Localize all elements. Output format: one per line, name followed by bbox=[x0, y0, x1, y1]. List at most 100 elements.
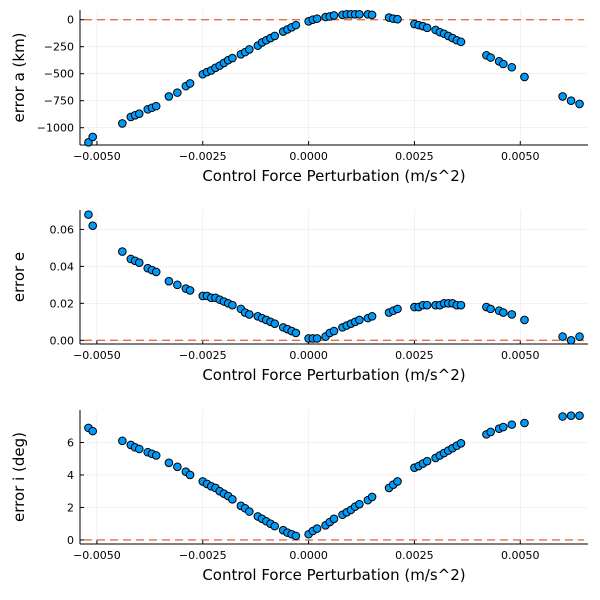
data-point bbox=[151, 101, 161, 111]
x-tick-label: −0.0050 bbox=[73, 150, 121, 163]
data-point bbox=[520, 72, 529, 82]
data-point bbox=[291, 531, 301, 541]
data-point bbox=[164, 276, 174, 286]
data-point bbox=[566, 411, 576, 420]
data-point bbox=[185, 79, 195, 88]
data-point bbox=[88, 221, 97, 231]
x-axis-title: Control Force Perturbation (m/s^2) bbox=[202, 167, 465, 185]
data-point bbox=[367, 311, 377, 321]
data-point bbox=[185, 286, 195, 295]
data-point bbox=[270, 31, 280, 41]
data-point bbox=[118, 436, 127, 446]
data-point bbox=[486, 304, 495, 314]
data-point bbox=[499, 422, 508, 432]
data-point bbox=[507, 420, 517, 429]
data-point bbox=[422, 456, 432, 466]
panel-1: −0.0050 −0.0025 0.0000 0.0025 0.0050 −1000 −75… bbox=[10, 10, 588, 185]
data-point bbox=[134, 109, 144, 118]
data-point bbox=[355, 499, 364, 509]
data-point bbox=[173, 462, 182, 472]
data-point bbox=[566, 336, 576, 345]
x-tick-label: 0.0000 bbox=[289, 549, 328, 562]
x-tick-label: 0.0000 bbox=[289, 349, 328, 362]
data-point bbox=[486, 53, 495, 62]
y-tick-label: −500 bbox=[44, 68, 74, 81]
x-tick-label: 0.0000 bbox=[289, 150, 328, 163]
data-point bbox=[245, 507, 254, 516]
x-tick-label: 0.0050 bbox=[501, 150, 540, 163]
x-tick-label: 0.0025 bbox=[395, 150, 434, 163]
data-point bbox=[367, 10, 377, 20]
data-point bbox=[228, 495, 237, 504]
data-point bbox=[228, 300, 237, 310]
x-axis-title: Control Force Perturbation (m/s^2) bbox=[202, 366, 465, 384]
y-tick-label: 2 bbox=[67, 501, 74, 514]
data-point bbox=[393, 14, 402, 24]
data-point bbox=[118, 247, 127, 256]
data-point bbox=[575, 99, 584, 109]
y-tick-label: 6 bbox=[67, 436, 74, 449]
data-point bbox=[499, 308, 508, 317]
x-tick-label: −0.0025 bbox=[179, 349, 227, 362]
y-tick-label: −750 bbox=[44, 95, 74, 108]
x-tick-label: 0.0050 bbox=[501, 349, 540, 362]
x-tick-label: −0.0050 bbox=[73, 349, 121, 362]
data-point bbox=[270, 319, 280, 328]
data-point bbox=[173, 280, 182, 290]
data-point bbox=[355, 10, 364, 19]
data-point bbox=[329, 514, 339, 524]
data-point bbox=[456, 438, 466, 448]
data-point bbox=[393, 304, 402, 314]
y-tick-label: 0 bbox=[67, 534, 74, 547]
y-tick-label: −1000 bbox=[37, 122, 74, 135]
data-point bbox=[520, 418, 529, 428]
data-point bbox=[291, 328, 301, 338]
data-point bbox=[456, 37, 466, 47]
x-tick-label: 0.0025 bbox=[395, 549, 434, 562]
data-point bbox=[367, 492, 377, 502]
data-point bbox=[520, 315, 529, 325]
data-point bbox=[84, 210, 93, 219]
data-point bbox=[245, 45, 254, 54]
data-point bbox=[329, 326, 339, 336]
data-point bbox=[88, 426, 97, 436]
data-point bbox=[456, 300, 466, 310]
data-point bbox=[312, 524, 322, 533]
data-point bbox=[291, 20, 301, 30]
y-axis-title: error i (deg) bbox=[10, 432, 28, 522]
data-point bbox=[507, 62, 517, 72]
data-point bbox=[355, 315, 364, 325]
panel-2: −0.0050 −0.0025 0.0000 0.0025 0.0050 0.00 0.02… bbox=[10, 210, 588, 384]
y-tick-label: 0.00 bbox=[50, 334, 75, 347]
data-point bbox=[164, 92, 174, 101]
y-tick-label: 0 bbox=[67, 14, 74, 27]
data-point bbox=[151, 451, 161, 460]
data-point bbox=[558, 92, 567, 101]
data-point bbox=[558, 332, 567, 341]
data-point bbox=[164, 458, 174, 468]
data-point bbox=[393, 477, 402, 486]
y-axis-title: error e bbox=[10, 252, 28, 302]
data-point bbox=[312, 14, 322, 23]
data-point bbox=[134, 444, 144, 454]
data-point bbox=[575, 332, 584, 341]
panel-3: −0.0050 −0.0025 0.0000 0.0025 0.0050 0 2 4 6 Cont… bbox=[10, 410, 588, 584]
data-point bbox=[312, 334, 322, 343]
y-axis-title: error a (km) bbox=[10, 32, 28, 122]
x-tick-label: 0.0025 bbox=[395, 349, 434, 362]
y-tick-label: 0.04 bbox=[50, 260, 75, 273]
x-tick-label: −0.0025 bbox=[179, 150, 227, 163]
y-tick-label: 0.02 bbox=[50, 297, 75, 310]
data-point bbox=[422, 300, 432, 310]
data-point bbox=[575, 411, 584, 420]
data-point bbox=[486, 427, 495, 437]
data-point bbox=[185, 470, 195, 480]
data-point bbox=[134, 258, 144, 267]
y-tick-label: −250 bbox=[44, 41, 74, 54]
data-point bbox=[329, 11, 339, 20]
data-point bbox=[245, 310, 254, 319]
x-tick-label: −0.0050 bbox=[73, 549, 121, 562]
data-point bbox=[228, 53, 237, 63]
data-point bbox=[566, 96, 576, 106]
